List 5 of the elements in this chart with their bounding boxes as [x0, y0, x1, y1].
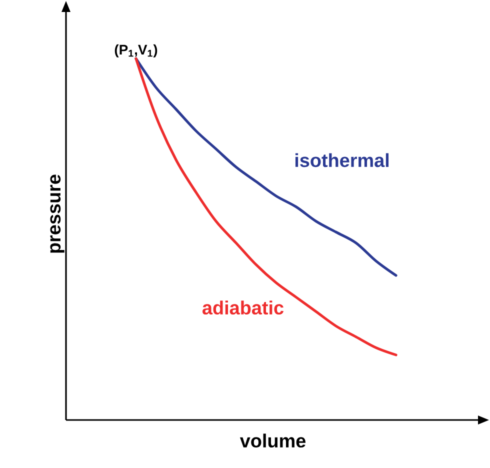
y-axis-title: pressure — [50, 174, 64, 253]
x-axis-title: volume — [240, 434, 306, 448]
series-label: isothermal — [295, 153, 389, 168]
text: (P$_{1}$,V$_{1}$) — [114, 44, 158, 58]
series-label: adiabatic — [202, 300, 284, 315]
